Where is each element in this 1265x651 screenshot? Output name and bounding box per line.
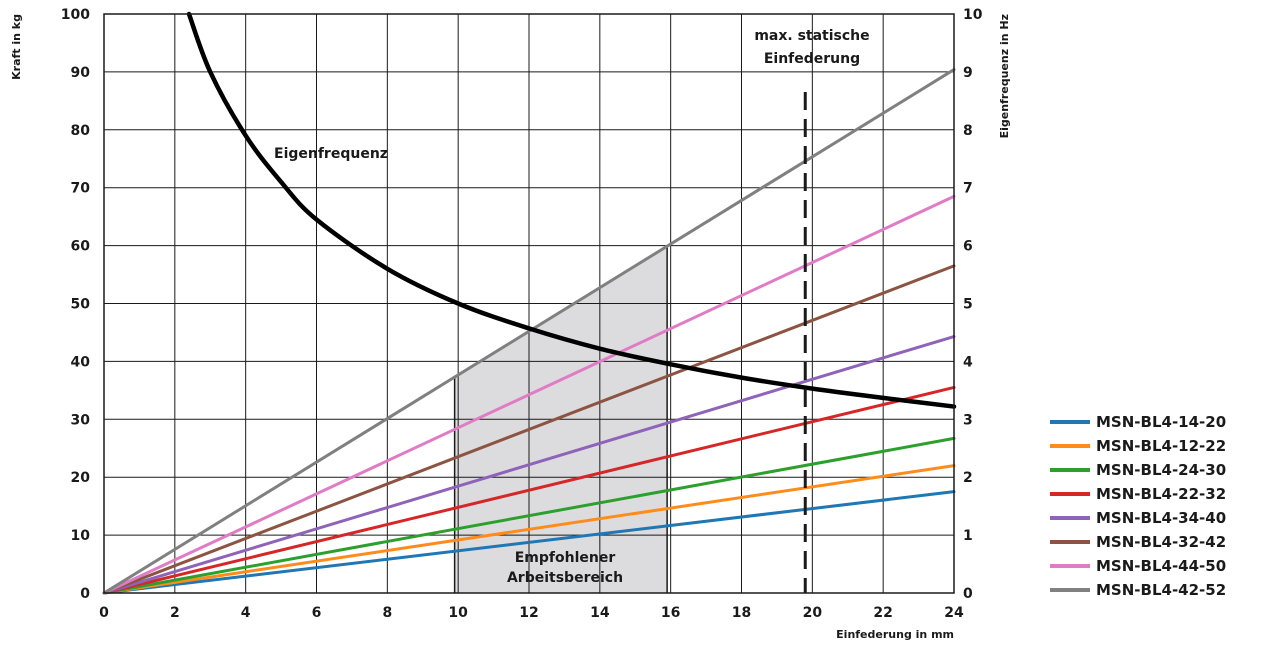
y-tick-label: 80 xyxy=(71,123,91,139)
series-line-msn-bl4-12-22 xyxy=(102,464,956,595)
y2-tick-label: 6 xyxy=(963,239,973,255)
y-axis-title: Kraft in kg xyxy=(10,14,23,80)
series-line-msn-bl4-44-50 xyxy=(102,194,956,595)
series-line-msn-bl4-32-42 xyxy=(102,264,956,595)
x-tick-label: 16 xyxy=(661,605,680,621)
eigenfrequenz-curve xyxy=(186,11,957,409)
y2-tick-label: 5 xyxy=(963,297,973,313)
y-tick-label: 50 xyxy=(71,297,91,313)
y2-axis-title: Eigenfrequenz in Hz xyxy=(998,14,1011,138)
y-tick-label: 70 xyxy=(71,181,91,197)
series-line-msn-bl4-24-30 xyxy=(102,436,956,595)
y2-tick-label: 9 xyxy=(963,65,973,81)
y2-tick-label: 2 xyxy=(963,470,973,486)
eigenfrequenz-label: Eigenfrequenz xyxy=(274,146,388,162)
recommended-range-label-line2: Arbeitsbereich xyxy=(507,570,623,586)
y2-tick-label: 7 xyxy=(963,181,973,197)
legend-label: MSN-BL4-24-30 xyxy=(1096,461,1226,479)
legend-label: MSN-BL4-42-52 xyxy=(1096,581,1226,599)
series-line-msn-bl4-42-52 xyxy=(102,68,956,595)
y-tick-label: 20 xyxy=(71,470,91,486)
y-tick-label: 100 xyxy=(61,7,90,23)
legend-label: MSN-BL4-34-40 xyxy=(1096,509,1226,527)
y-tick-label: 90 xyxy=(71,65,91,81)
x-axis-title: Einfederung in mm xyxy=(836,628,954,641)
max-static-deflection-label-line2: Einfederung xyxy=(764,51,860,67)
legend-label: MSN-BL4-22-32 xyxy=(1096,485,1226,503)
x-tick-label: 2 xyxy=(170,605,180,621)
x-tick-label: 22 xyxy=(873,605,892,621)
x-tick-label: 24 xyxy=(944,605,964,621)
series-line-msn-bl4-14-20 xyxy=(102,490,956,595)
x-tick-label: 10 xyxy=(448,605,468,621)
x-tick-label: 4 xyxy=(241,605,251,621)
y2-tick-label: 8 xyxy=(963,123,973,139)
x-tick-label: 20 xyxy=(803,605,823,621)
max-static-deflection-label-line1: max. statische xyxy=(754,28,869,44)
x-tick-label: 14 xyxy=(590,605,610,621)
plot-frame xyxy=(103,13,955,594)
y-tick-label: 60 xyxy=(71,239,91,255)
y-tick-label: 0 xyxy=(80,586,90,602)
series-line-msn-bl4-34-40 xyxy=(102,335,956,595)
y2-tick-label: 4 xyxy=(963,354,973,370)
x-tick-label: 0 xyxy=(99,605,109,621)
x-tick-label: 12 xyxy=(519,605,538,621)
x-tick-label: 18 xyxy=(732,605,751,621)
y-tick-label: 10 xyxy=(71,528,91,544)
y-tick-label: 40 xyxy=(71,354,91,370)
legend-label: MSN-BL4-32-42 xyxy=(1096,533,1226,551)
recommended-range-label-line1: Empfohlener xyxy=(515,550,616,566)
x-tick-label: 8 xyxy=(382,605,392,621)
y2-tick-label: 0 xyxy=(963,586,973,602)
legend-label: MSN-BL4-14-20 xyxy=(1096,413,1226,431)
y2-tick-label: 3 xyxy=(963,412,973,428)
x-tick-label: 6 xyxy=(312,605,322,621)
y-tick-label: 30 xyxy=(71,412,91,428)
series-line-msn-bl4-22-32 xyxy=(102,385,956,595)
legend-label: MSN-BL4-44-50 xyxy=(1096,557,1226,575)
y2-tick-label: 10 xyxy=(963,7,983,23)
legend-label: MSN-BL4-12-22 xyxy=(1096,437,1226,455)
y2-tick-label: 1 xyxy=(963,528,973,544)
